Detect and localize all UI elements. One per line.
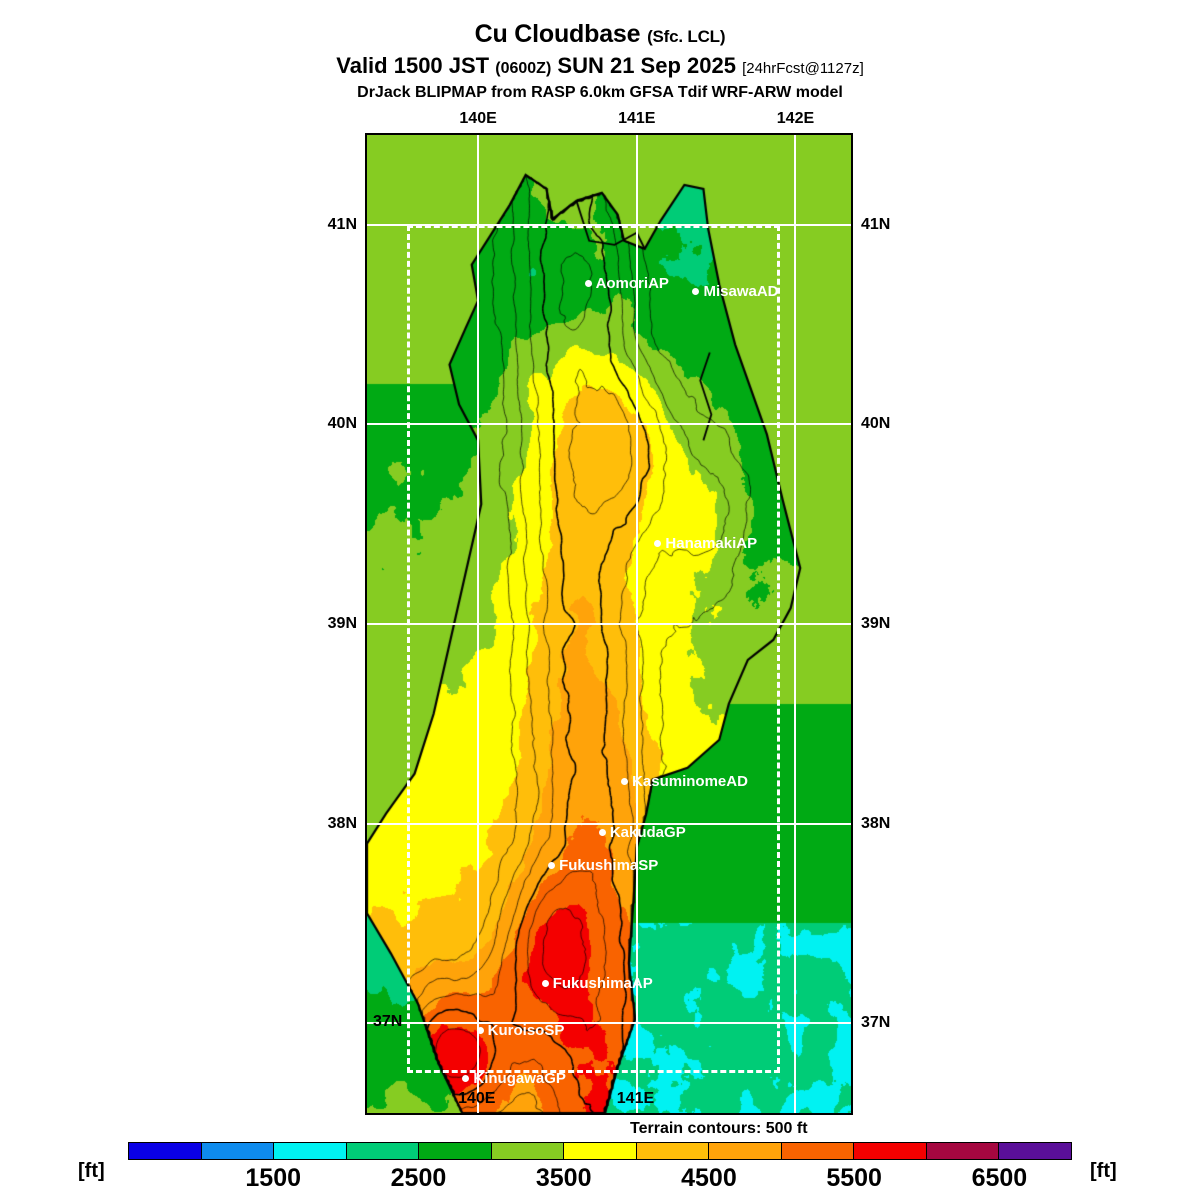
lon-tick-top-140E: 140E: [459, 110, 497, 127]
station-dot-icon: [462, 1075, 470, 1083]
colorbar-swatch-8[interactable]: [709, 1143, 782, 1159]
graticule-lat-38N: [367, 822, 851, 825]
lat-tick-left-40N: 40N: [327, 415, 357, 433]
graticule-lon-142E: [794, 135, 797, 1113]
colorbar-swatch-7[interactable]: [636, 1143, 710, 1159]
lon-tick-bottom-140E: 140E: [458, 1090, 496, 1107]
lat-tick-right-40N: 40N: [861, 415, 891, 433]
colorbar-swatch-0[interactable]: [129, 1143, 202, 1159]
station-marker-kakudagp[interactable]: KakudaGP: [598, 823, 686, 842]
station-marker-misawaad[interactable]: MisawaAD: [692, 282, 779, 301]
colorbar-swatch-12[interactable]: [999, 1143, 1071, 1159]
valid-time-line: Valid 1500 JST (0600Z) SUN 21 Sep 2025 […: [0, 47, 1200, 77]
valid-date: SUN 21 Sep 2025: [557, 53, 736, 78]
colorbar-tick-4500: 4500: [681, 1164, 737, 1192]
colorbar-tick-2500: 2500: [390, 1164, 447, 1192]
lat-tick-inmap-37N: 37N: [373, 1013, 403, 1031]
model-source-line: DrJack BLIPMAP from RASP 6.0km GFSA Tdif…: [357, 84, 843, 101]
lat-tick-left-38N: 38N: [327, 814, 357, 832]
station-marker-aomoriap[interactable]: AomoriAP: [584, 274, 669, 293]
valid-time-utc: (0600Z): [495, 60, 552, 77]
station-dot-icon: [654, 540, 662, 548]
colorbar-swatch-4[interactable]: [419, 1143, 492, 1159]
title-block: Cu Cloudbase (Sfc. LCL) Valid 1500 JST (…: [0, 0, 1200, 101]
colorbar-tick-6500: 6500: [971, 1164, 1028, 1192]
colorbar-swatch-9[interactable]: [781, 1143, 855, 1159]
lon-tick-top-141E: 141E: [618, 110, 656, 127]
station-dot-icon: [548, 861, 556, 869]
station-marker-fukushimaap[interactable]: FukushimaAP: [541, 974, 653, 992]
colorbar-swatch-5[interactable]: [491, 1143, 565, 1159]
lat-tick-right-37N: 37N: [861, 1014, 891, 1032]
station-marker-kuroisosp[interactable]: KuroisoSP: [476, 1022, 565, 1040]
colorbar-tick-3500: 3500: [535, 1164, 592, 1192]
colorbar-tick-5500: 5500: [826, 1164, 882, 1192]
station-dot-icon: [598, 828, 606, 836]
page-title: Cu Cloudbase (Sfc. LCL): [0, 0, 1200, 47]
station-label: KinugawaGP: [473, 1070, 566, 1088]
colorbar-legend: [ft] [ft] 1500 2500 3500 4500 5500 6500: [0, 1140, 1200, 1200]
title-main: Cu Cloudbase: [474, 20, 641, 48]
station-label: FukushimaAP: [552, 974, 653, 992]
station-marker-kinugawagp[interactable]: KinugawaGP: [462, 1070, 566, 1088]
lat-tick-left-39N: 39N: [327, 615, 357, 632]
colorbar-swatches[interactable]: [128, 1142, 1072, 1160]
station-dot-icon: [476, 1027, 484, 1035]
lon-tick-bottom-141E: 141E: [616, 1090, 655, 1107]
graticule-lon-140E: [477, 135, 480, 1113]
colorbar-swatch-3[interactable]: [346, 1143, 420, 1159]
station-marker-fukushimasp[interactable]: FukushimaSP: [548, 857, 658, 875]
station-marker-hanamakiap[interactable]: HanamakiAP: [654, 535, 757, 553]
graticule-lat-37N: [367, 1022, 851, 1025]
lon-tick-top-142E: 142E: [776, 110, 815, 127]
map-plot-area[interactable]: AomoriAP MisawaAD HanamakiAP KasuminomeAD Ka…: [365, 133, 853, 1115]
lat-tick-right-38N: 38N: [861, 814, 891, 832]
station-label: FukushimaSP: [559, 856, 659, 874]
lat-tick-left-41N: 41N: [327, 215, 357, 233]
station-label: MisawaAD: [703, 282, 779, 300]
terrain-contour-note: Terrain contours: 500 ft: [630, 1120, 808, 1137]
graticule-lat-39N: [367, 623, 851, 625]
station-label: AomoriAP: [595, 274, 669, 292]
station-label: KakudaGP: [609, 823, 686, 841]
lat-tick-right-39N: 39N: [861, 615, 891, 632]
station-dot-icon: [692, 287, 700, 295]
station-dot-icon: [621, 777, 629, 785]
colorbar-swatch-11[interactable]: [926, 1143, 1000, 1159]
station-label: KuroisoSP: [487, 1022, 565, 1040]
station-dot-icon: [541, 979, 549, 987]
station-marker-kasuminomead[interactable]: KasuminomeAD: [621, 773, 748, 791]
graticule-lat-41N: [367, 223, 851, 226]
graticule-lon-141E: [635, 135, 638, 1113]
forecast-run-tag: [24hrFcst@1127z]: [742, 60, 864, 77]
graticule-lat-40N: [367, 423, 851, 426]
valid-time-local: Valid 1500 JST: [336, 53, 490, 78]
colorbar-swatch-2[interactable]: [274, 1143, 347, 1159]
colorbar-unit-left: [ft]: [78, 1160, 105, 1182]
colorbar-swatch-10[interactable]: [854, 1143, 927, 1159]
colorbar-unit-right: [ft]: [1090, 1160, 1117, 1182]
colorbar-tick-1500: 1500: [245, 1164, 302, 1192]
station-label: KasuminomeAD: [632, 772, 748, 790]
lat-tick-right-41N: 41N: [861, 215, 891, 233]
title-subtitle-lcl: (Sfc. LCL): [647, 27, 726, 46]
station-label: HanamakiAP: [665, 535, 758, 553]
colorbar-swatch-6[interactable]: [564, 1143, 637, 1159]
colorbar-swatch-1[interactable]: [201, 1143, 275, 1159]
station-dot-icon: [584, 279, 592, 287]
